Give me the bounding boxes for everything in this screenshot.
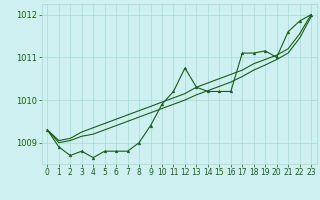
- Text: Graphe pression niveau de la mer (hPa): Graphe pression niveau de la mer (hPa): [41, 179, 279, 190]
